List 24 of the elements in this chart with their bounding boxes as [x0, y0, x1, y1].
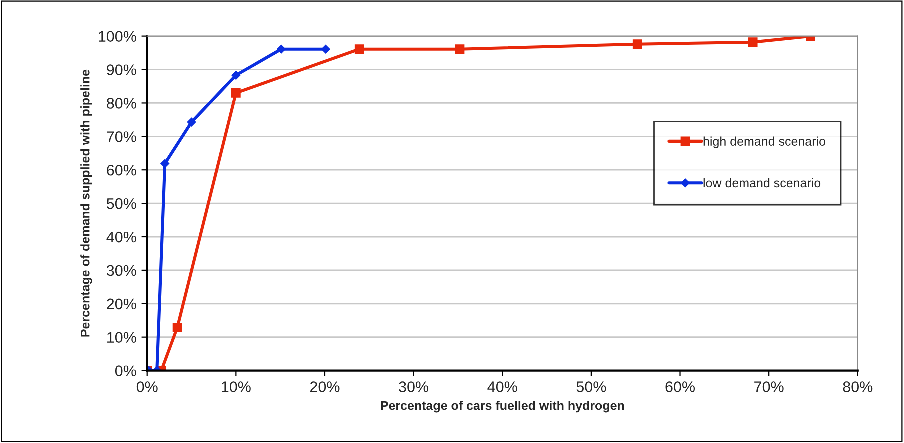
y-axis-title: Percentage of demand supplied with pipeline: [80, 70, 92, 337]
x-tick-label: 0%: [136, 382, 158, 392]
y-tick-label: 60%: [107, 164, 136, 176]
legend-label: high demand scenario: [704, 136, 826, 148]
y-tick-label: 100%: [99, 31, 136, 42]
legend-label: low demand scenario: [704, 178, 821, 188]
x-tick-label: 80%: [843, 382, 873, 392]
x-tick-label: 20%: [310, 382, 340, 392]
x-tick-label: 40%: [488, 382, 518, 392]
x-tick-label: 30%: [399, 382, 429, 392]
y-tick-label: 0%: [115, 366, 136, 376]
y-tick-label: 20%: [107, 298, 136, 310]
x-axis-title: Percentage of cars fuelled with hydrogen: [381, 401, 624, 413]
y-tick-label: 90%: [107, 64, 136, 76]
y-tick-label: 10%: [108, 332, 136, 344]
x-tick-label: 50%: [576, 382, 606, 392]
x-tick-label: 10%: [222, 382, 251, 392]
y-tick-label: 50%: [106, 198, 136, 210]
y-tick-label: 80%: [107, 98, 136, 109]
x-tick-label: 60%: [666, 382, 696, 392]
y-tick-label: 40%: [106, 232, 136, 243]
y-tick-label: 30%: [106, 265, 136, 276]
y-tick-label: 70%: [107, 132, 136, 142]
x-tick-label: 70%: [754, 382, 784, 392]
